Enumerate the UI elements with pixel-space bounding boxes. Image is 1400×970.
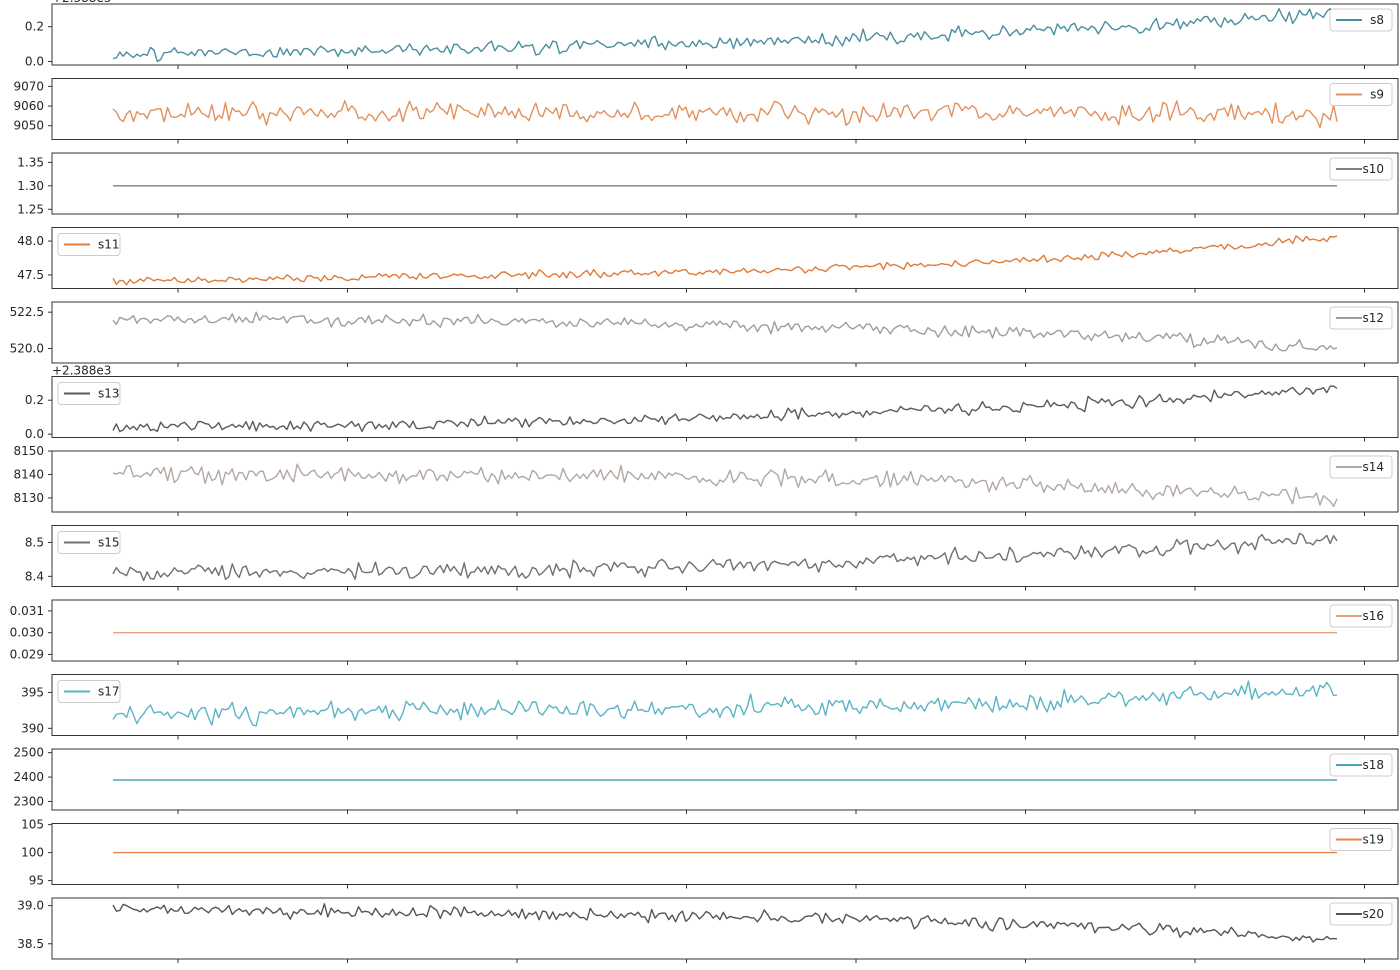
legend-label: s16 [1362,609,1384,623]
y-tick-label: 9060 [13,99,44,113]
axes-frame [51,599,1399,662]
legend-label: s12 [1362,311,1384,325]
legend: s9 [1329,83,1393,106]
series-line-s20 [112,903,1338,943]
legend: s20 [1329,902,1393,926]
y-tick-label: 8.4 [25,569,44,583]
axes-frame [51,3,1399,66]
legend: s10 [1329,157,1393,181]
series-line-s15 [112,532,1338,582]
legend-label: s10 [1362,162,1384,176]
legend-label: s13 [98,387,120,401]
legend-label: s18 [1362,758,1384,772]
y-tick-label: 39.0 [17,899,44,913]
subplot-s13: 0.0 0.2 +2.388e3 s13 [25,364,1399,442]
y-tick-label: 47.5 [17,268,44,282]
y-tick-label: 1.30 [17,179,44,193]
subplot-s15: 8.4 8.5 s15 [25,525,1399,591]
series-line-s8 [112,7,1338,63]
y-tick-label: 8150 [13,444,44,458]
axes-frame [51,376,1399,438]
legend: s15 [57,531,121,554]
y-tick-label: 0.031 [10,604,44,618]
y-tick-label: 100 [21,846,44,860]
y-tick-label: 9070 [13,79,44,93]
y-tick-label: 38.5 [17,937,44,951]
legend-label: s9 [1370,88,1384,102]
y-tick-label: 48.0 [17,234,44,248]
subplot-s10: 1.25 1.30 1.35 s10 [17,152,1399,218]
y-tick-label: 0.0 [25,427,44,441]
axes-frame [51,152,1399,215]
axes-frame [51,674,1399,736]
subplot-s16: 0.029 0.030 0.031 s16 [10,599,1399,665]
series-line-s14 [112,463,1338,508]
y-tick-label: 520.0 [10,341,44,355]
series-line-s9 [112,99,1338,129]
subplot-s12: 520.0 522.5 s12 [10,301,1399,367]
y-tick-label: 522.5 [10,305,44,319]
legend: s16 [1329,604,1393,628]
y-tick-label: 9050 [13,119,44,133]
axes-frame [51,897,1399,960]
legend: s19 [1329,828,1393,851]
axes-frame [51,227,1399,289]
y-tick-label: 0.030 [10,626,44,640]
offset-text: +2.388e3 [52,364,111,378]
legend-label: s17 [98,685,120,699]
y-tick-label: 8.5 [25,535,44,549]
legend-label: s19 [1362,833,1384,847]
y-tick-label: 1.35 [17,155,44,169]
series-line-s11 [112,235,1338,286]
y-tick-label: 2500 [13,746,44,760]
axes-frame [51,823,1399,885]
subplot-s9: 9050 9060 9070 s9 [13,78,1399,144]
y-tick-label: 8130 [13,491,44,505]
legend: s11 [57,233,121,256]
y-tick-label: 390 [21,721,44,735]
legend: s12 [1329,306,1393,330]
subplot-s18: 2300 2400 2500 s18 [13,746,1399,814]
y-tick-label: 395 [21,685,44,699]
series-line-s12 [112,311,1338,352]
legend-label: s11 [98,238,120,252]
legend: s8 [1329,8,1393,32]
axes-frame [51,450,1399,513]
subplot-s19: 95 100 105 s19 [21,818,1399,889]
legend-label: s15 [98,536,120,550]
legend: s14 [1329,455,1393,479]
subplot-s11: 47.5 48.0 s11 [17,227,1399,293]
axes-frame [51,525,1399,587]
y-tick-label: 105 [21,818,44,832]
legend: s18 [1329,753,1393,777]
y-tick-label: 2400 [13,770,44,784]
y-tick-label: 0.2 [25,20,44,34]
offset-text: +2.388e3 [52,0,111,5]
y-tick-label: 1.25 [17,202,44,216]
legend-label: s20 [1362,907,1384,921]
y-tick-label: 2300 [13,794,44,808]
subplot-s20: 38.5 39.0 s20 [17,897,1399,963]
subplot-s14: 8130 8140 8150 s14 [13,444,1399,516]
y-tick-label: 0.029 [10,647,44,661]
legend-label: s8 [1370,13,1384,27]
axes-frame [51,78,1399,140]
legend-label: s14 [1362,460,1384,474]
legend: s17 [57,680,121,703]
series-line-s13 [112,385,1338,433]
y-tick-label: 0.2 [25,393,44,407]
legend: s13 [57,382,121,405]
y-tick-label: 0.0 [25,55,44,69]
y-tick-label: 95 [29,874,44,888]
axes-frame [51,301,1399,364]
subplot-s8: 0.0 0.2 +2.388e3 s8 [25,0,1399,69]
y-tick-label: 8140 [13,467,44,481]
series-line-s17 [112,680,1338,727]
subplot-s17: 390 395 s17 [21,674,1399,740]
